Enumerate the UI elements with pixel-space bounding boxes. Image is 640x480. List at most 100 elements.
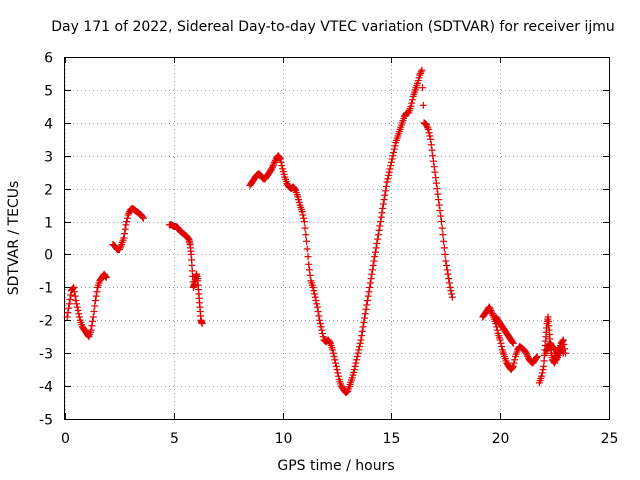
data-point: [73, 300, 81, 308]
y-axis-label: SDTVAR / TECUs: [6, 181, 22, 296]
data-point: [303, 237, 311, 245]
data-point: [278, 162, 286, 170]
data-point: [509, 338, 517, 346]
data-point: [424, 124, 432, 132]
data-point: [102, 272, 110, 280]
data-point: [387, 158, 395, 166]
x-tick-label: 15: [383, 431, 401, 447]
data-point: [291, 185, 299, 193]
data-point: [356, 339, 364, 347]
data-point: [332, 362, 340, 370]
y-tick-label: -1: [39, 281, 53, 297]
data-point: [359, 323, 367, 331]
data-point: [102, 273, 110, 281]
data-point: [446, 283, 454, 291]
data-point: [559, 349, 567, 357]
data-point: [312, 297, 320, 305]
data-point: [88, 322, 96, 330]
data-point: [432, 179, 440, 187]
data-point: [299, 211, 307, 219]
data-point: [419, 84, 427, 92]
data-point: [432, 174, 440, 182]
data-point: [443, 261, 451, 269]
data-point: [352, 359, 360, 367]
data-point: [71, 292, 79, 300]
plot-frame: [64, 57, 610, 420]
data-point: [363, 301, 371, 309]
data-point: [353, 356, 361, 364]
data-point: [381, 191, 389, 199]
data-point: [357, 336, 365, 344]
data-point: [443, 266, 451, 274]
data-point: [440, 244, 448, 252]
data-point: [435, 201, 443, 209]
data-point: [418, 66, 426, 74]
data-point: [64, 309, 72, 317]
data-point: [551, 346, 559, 354]
data-point: [313, 300, 321, 308]
data-point: [523, 351, 531, 359]
data-point: [332, 359, 340, 367]
data-point: [493, 326, 501, 334]
data-point: [377, 213, 385, 221]
data-point: [364, 292, 372, 300]
data-point: [89, 313, 97, 321]
data-point: [416, 71, 424, 79]
data-point: [428, 146, 436, 154]
x-tick-label: 0: [61, 431, 70, 447]
data-point: [270, 160, 278, 168]
data-point: [89, 317, 97, 325]
data-point: [378, 209, 386, 217]
data-point: [444, 270, 452, 278]
data-point: [408, 96, 416, 104]
x-tick-label: 5: [170, 431, 179, 447]
data-point: [538, 372, 546, 380]
data-point: [442, 257, 450, 265]
data-point: [330, 352, 338, 360]
data-point: [369, 266, 377, 274]
y-tick-label: 4: [44, 117, 53, 133]
data-point: [326, 338, 334, 346]
data-point: [372, 244, 380, 252]
data-point: [363, 297, 371, 305]
data-point: [369, 261, 377, 269]
data-point: [387, 162, 395, 170]
data-point: [121, 225, 129, 233]
data-point: [391, 142, 399, 150]
data-point: [382, 182, 390, 190]
data-point: [65, 300, 73, 308]
data-point: [91, 297, 99, 305]
data-point: [380, 196, 388, 204]
data-point: [316, 316, 324, 324]
data-point: [277, 158, 285, 166]
data-point: [271, 158, 279, 166]
chart-title: Day 171 of 2022, Sidereal Day-to-day VTE…: [51, 19, 615, 35]
data-point: [311, 293, 319, 301]
data-point: [269, 162, 277, 170]
data-point: [445, 275, 453, 283]
data-point: [447, 287, 455, 295]
data-point: [318, 326, 326, 334]
data-point: [358, 332, 366, 340]
data-point: [439, 231, 447, 239]
data-point: [431, 168, 439, 176]
data-point: [416, 69, 424, 77]
data-point: [448, 290, 456, 298]
x-tick-label: 20: [492, 431, 510, 447]
data-point: [390, 145, 398, 153]
data-point: [539, 366, 547, 374]
data-point: [120, 230, 128, 238]
data-point: [368, 270, 376, 278]
data-point: [367, 275, 375, 283]
data-point: [355, 346, 363, 354]
data-point: [496, 336, 504, 344]
data-point: [311, 290, 319, 298]
data-point: [388, 155, 396, 163]
y-tick-label: -5: [39, 413, 53, 429]
data-point: [334, 369, 342, 377]
data-point: [123, 218, 131, 226]
data-point: [72, 297, 80, 305]
data-point: [350, 366, 358, 374]
data-point: [377, 218, 385, 226]
